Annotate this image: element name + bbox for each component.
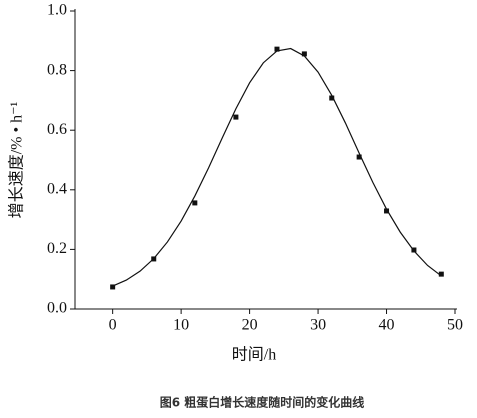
- point: [233, 114, 239, 120]
- y-tick-label: 0.4: [47, 180, 67, 197]
- fit-curve: [112, 47, 442, 287]
- y-tick-label: 0.2: [47, 240, 67, 257]
- y-tick-label: 0.0: [47, 300, 67, 317]
- x-tick-label: 40: [379, 317, 395, 334]
- point: [274, 46, 280, 52]
- y-tick-label: 0.8: [47, 61, 67, 78]
- point: [411, 247, 417, 253]
- point: [329, 95, 335, 101]
- point: [438, 271, 444, 277]
- point: [110, 284, 116, 290]
- point: [384, 208, 390, 214]
- point: [301, 51, 307, 57]
- y-axis-label: 增长速度/% • h⁻¹: [8, 101, 26, 218]
- x-tick-label: 0: [109, 317, 117, 334]
- y-tick-label: 0.6: [47, 121, 67, 138]
- x-tick-label: 20: [242, 317, 258, 334]
- point: [356, 154, 362, 160]
- x-tick-label: 30: [310, 317, 326, 334]
- x-axis-label: 时间/h: [232, 346, 276, 364]
- point: [192, 200, 198, 206]
- x-tick-label: 50: [447, 317, 463, 334]
- x-tick-label: 10: [173, 317, 189, 334]
- caption: 图6 粗蛋白增长速度随时间的变化曲线: [160, 395, 365, 410]
- y-tick-label: 1.0: [47, 2, 67, 19]
- point: [151, 256, 157, 262]
